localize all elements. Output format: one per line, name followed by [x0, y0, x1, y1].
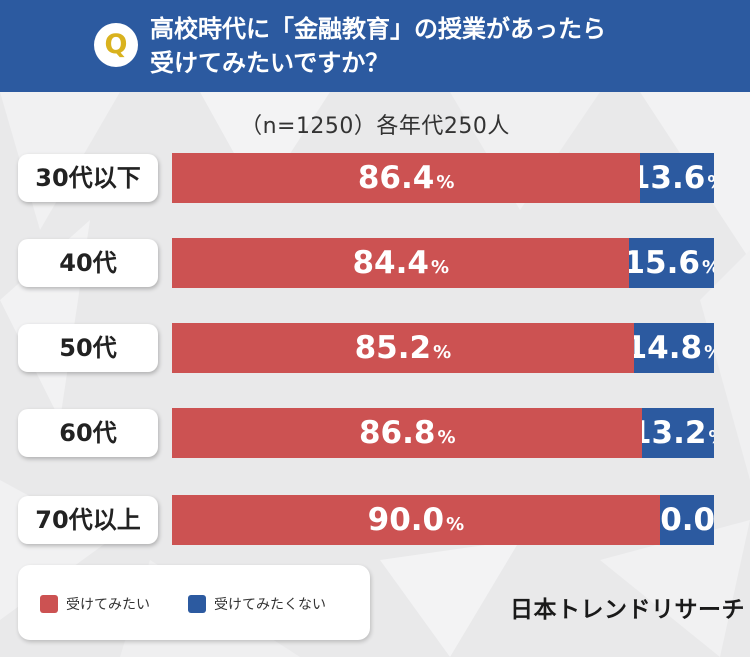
category-label: 50代	[18, 324, 158, 372]
question-title: 高校時代に「金融教育」の授業があったら 受けてみたいですか？	[150, 12, 740, 80]
bar-segment-want: 86.8%	[172, 408, 643, 458]
bar-segment-want: 84.4%	[172, 238, 630, 288]
data-label: 90.0	[367, 502, 445, 538]
data-label: 15.6	[629, 245, 700, 281]
bar-segment-want: 86.4%	[172, 153, 641, 203]
data-label: 10.0	[660, 502, 714, 538]
category-label: 70代以上	[18, 496, 158, 544]
bar-track: 86.4%13.6%	[172, 153, 714, 203]
bar-segment-not-want: 10.0%	[659, 495, 714, 545]
data-label: 84.4	[352, 245, 429, 281]
chart-subtitle: （n=1250）各年代250人	[240, 114, 510, 139]
question-badge: Q	[94, 23, 138, 67]
bar-segment-not-want: 15.6%	[629, 238, 714, 288]
bar-segment-not-want: 13.6%	[640, 153, 714, 203]
bar-segment-want: 85.2%	[172, 323, 634, 373]
legend-label-want: 受けてみたい	[66, 597, 150, 613]
legend-label-not-want: 受けてみたくない	[214, 597, 326, 613]
category-label: 30代以下	[18, 154, 158, 202]
bar-segment-not-want: 13.2%	[642, 408, 714, 458]
data-label-unit: %	[704, 342, 714, 363]
data-label: 86.8	[358, 415, 436, 451]
bar-segment-not-want: 14.8%	[633, 323, 714, 373]
data-label-unit: %	[436, 171, 455, 193]
data-label: 13.2	[642, 415, 707, 451]
legend: 受けてみたい 受けてみたくない	[18, 565, 370, 640]
bar-track: 85.2%14.8%	[172, 323, 714, 373]
legend-swatch-not-want	[188, 595, 206, 613]
question-line-2: 受けてみたいですか？	[150, 49, 390, 77]
data-label-unit: %	[430, 256, 449, 278]
category-label: 60代	[18, 409, 158, 457]
data-label: 14.8	[633, 330, 703, 366]
brand-logo-text: 日本トレンドリサーチ	[510, 597, 745, 623]
legend-swatch-want	[40, 595, 58, 613]
data-label-unit: %	[433, 341, 452, 363]
data-label-unit: %	[707, 172, 714, 193]
data-label: 13.6	[640, 160, 706, 196]
legend-item-want: 受けてみたい	[40, 594, 150, 614]
data-label: 85.2	[354, 330, 432, 366]
data-label-unit: %	[702, 257, 714, 278]
bar-track: 84.4%15.6%	[172, 238, 714, 288]
data-label-unit: %	[708, 427, 714, 448]
bar-track: 86.8%13.2%	[172, 408, 714, 458]
question-header: Q 高校時代に「金融教育」の授業があったら 受けてみたいですか？	[0, 0, 750, 92]
data-label-unit: %	[437, 426, 456, 448]
bar-track: 90.0%10.0%	[172, 495, 714, 545]
data-label: 86.4	[357, 160, 435, 196]
bar-segment-want: 90.0%	[172, 495, 660, 545]
data-label-unit: %	[446, 513, 465, 535]
question-line-1: 高校時代に「金融教育」の授業があったら	[150, 15, 606, 43]
category-label: 40代	[18, 239, 158, 287]
legend-item-not-want: 受けてみたくない	[188, 594, 326, 614]
